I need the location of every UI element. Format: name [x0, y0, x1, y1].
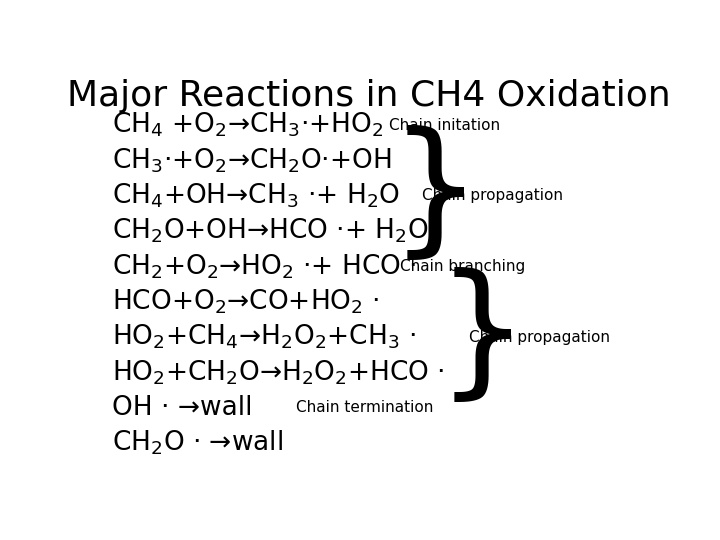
Text: Chain propagation: Chain propagation: [422, 188, 563, 203]
Text: CH$_3$·+O$_2$→CH$_2$O·+OH: CH$_3$·+O$_2$→CH$_2$O·+OH: [112, 146, 392, 174]
Text: Chain initation: Chain initation: [389, 118, 500, 133]
Text: HO$_2$+CH$_4$→H$_2$O$_2$+CH$_3$ ·: HO$_2$+CH$_4$→H$_2$O$_2$+CH$_3$ ·: [112, 323, 416, 352]
Text: CH$_2$O · →wall: CH$_2$O · →wall: [112, 429, 283, 457]
Text: }: }: [389, 125, 482, 266]
Text: CH$_4$+OH→CH$_3$ ·+ H$_2$O: CH$_4$+OH→CH$_3$ ·+ H$_2$O: [112, 181, 400, 210]
Text: OH · →wall: OH · →wall: [112, 395, 253, 421]
Text: Major Reactions in CH4 Oxidation: Major Reactions in CH4 Oxidation: [67, 79, 671, 113]
Text: CH$_2$O+OH→HCO ·+ H$_2$O: CH$_2$O+OH→HCO ·+ H$_2$O: [112, 217, 429, 245]
Text: }: }: [436, 267, 529, 408]
Text: CH$_2$+O$_2$→HO$_2$ ·+ HCO ·: CH$_2$+O$_2$→HO$_2$ ·+ HCO ·: [112, 252, 417, 281]
Text: Chain branching: Chain branching: [400, 259, 525, 274]
Text: Chain propagation: Chain propagation: [469, 329, 611, 345]
Text: HCO+O$_2$→CO+HO$_2$ ·: HCO+O$_2$→CO+HO$_2$ ·: [112, 288, 379, 316]
Text: HO$_2$+CH$_2$O→H$_2$O$_2$+HCO ·: HO$_2$+CH$_2$O→H$_2$O$_2$+HCO ·: [112, 358, 445, 387]
Text: Chain termination: Chain termination: [297, 400, 434, 415]
Text: CH$_4$ +O$_2$→CH$_3$·+HO$_2$: CH$_4$ +O$_2$→CH$_3$·+HO$_2$: [112, 111, 384, 139]
